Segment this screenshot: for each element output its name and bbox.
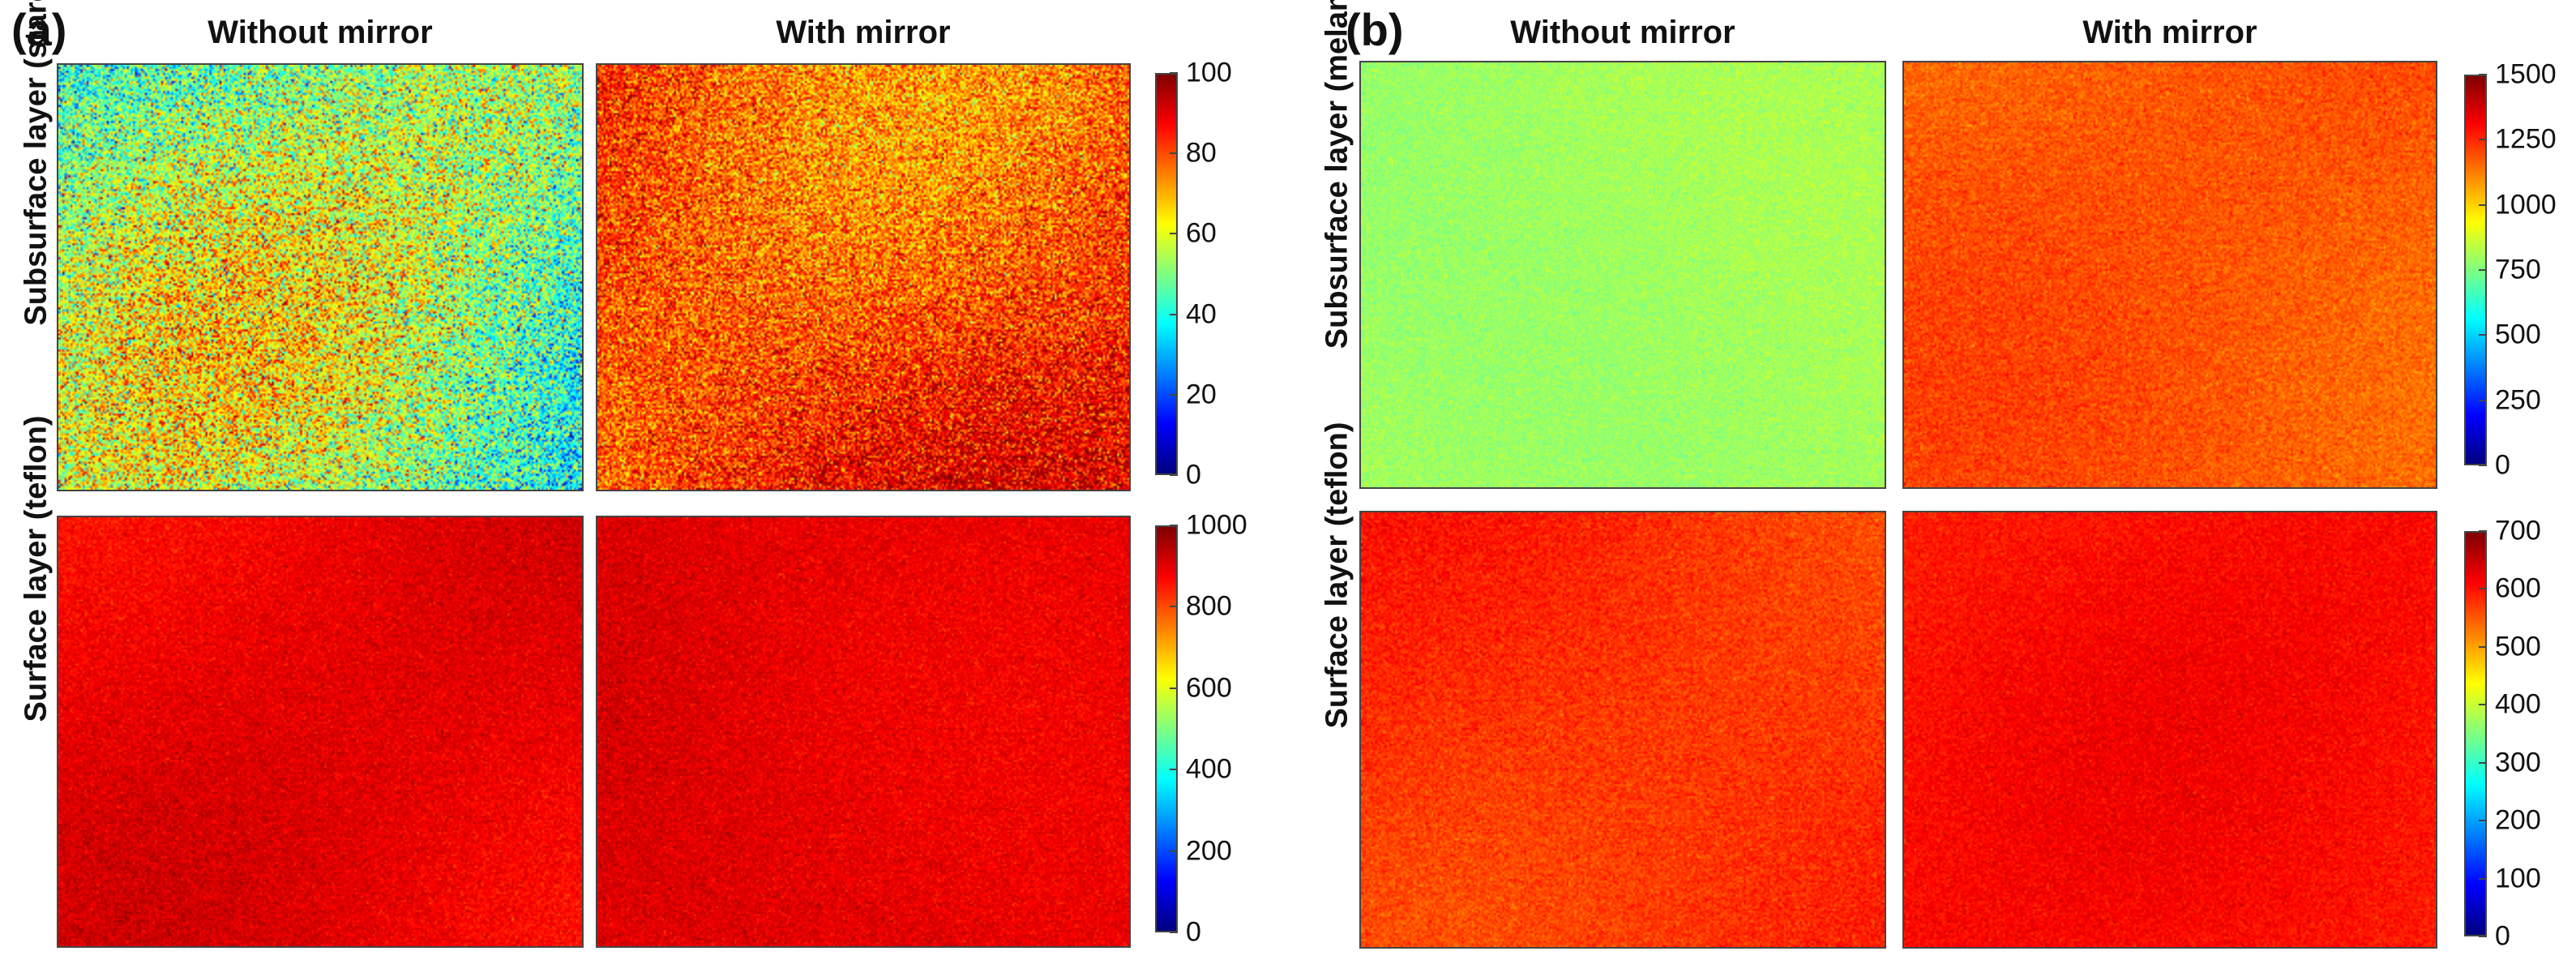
heatmap-a-surface-without-canvas [58,517,582,946]
colorbar-tick-mark [1170,769,1178,771]
colorbar-tick-label: 0 [1186,459,1201,491]
colorbar-tick-mark [2479,74,2487,75]
panel-a-col-title-with: With mirror [776,15,951,50]
colorbar-tick-label: 700 [2495,515,2541,546]
heatmap-a-subsurface-without-canvas [58,65,582,490]
colorbar-tick-mark [1170,474,1178,476]
colorbar-tick-mark [2479,399,2487,401]
colorbar-tick-label: 600 [2495,572,2541,604]
heatmap-b-subsurface-with-canvas [1904,62,2436,487]
panel-b-letter: (b) [1346,4,1404,55]
colorbar-tick-label: 200 [1186,835,1232,867]
colorbar-tick-mark [1170,850,1178,852]
colorbar-tick-mark [1170,525,1178,526]
panel-a-letter: (a) [11,4,67,55]
panel-b-row-label-subsurface: Subsurface layer (melamine) [1320,0,1354,349]
heatmap-a-surface-with [596,516,1131,948]
colorbar-tick-mark [2479,877,2487,880]
colorbar-tick-mark [2479,530,2487,532]
colorbar-tick-label: 500 [2495,319,2541,350]
colorbar-b-surface [2464,531,2487,936]
heatmap-a-surface-without [57,516,584,948]
heatmap-b-surface-without [1359,511,1886,949]
colorbar-tick-mark [1170,72,1178,74]
panel-a-row-label-subsurface: Subsurface layer (starch) [19,0,53,326]
colorbar-tick-label: 0 [2495,449,2510,481]
colorbar-tick-mark [1170,393,1178,396]
colorbar-tick-mark [2479,704,2487,706]
colorbar-tick-mark [2479,269,2487,271]
colorbar-tick-label: 300 [2495,747,2541,778]
heatmap-a-surface-with-canvas [597,517,1129,946]
colorbar-tick-mark [2479,334,2487,336]
colorbar-tick-label: 80 [1186,137,1217,169]
heatmap-b-surface-without-canvas [1361,512,1885,947]
colorbar-tick-mark [2479,645,2487,648]
colorbar-tick-mark [1170,687,1178,689]
colorbar-tick-label: 100 [2495,863,2541,894]
colorbar-tick-label: 20 [1186,379,1217,410]
panel-b-col-title-without: Without mirror [1510,15,1735,50]
heatmap-b-subsurface-with [1902,61,2437,489]
colorbar-tick-label: 40 [1186,298,1217,330]
colorbar-tick-label: 1500 [2495,58,2557,90]
colorbar-tick-mark [2479,761,2487,764]
colorbar-tick-mark [2479,936,2487,937]
heatmap-a-subsurface-with [596,63,1131,491]
colorbar-tick-mark [2479,820,2487,822]
panel-a-row-label-surface: Surface layer (teflon) [19,415,53,722]
colorbar-a-surface [1155,525,1178,932]
colorbar-tick-mark [1170,932,1178,933]
panel-b-col-title-with: With mirror [2082,15,2257,50]
colorbar-tick-mark [2479,204,2487,206]
colorbar-tick-label: 500 [2495,631,2541,662]
colorbar-tick-mark [1170,233,1178,235]
heatmap-a-subsurface-without [57,63,584,491]
colorbar-tick-label: 600 [1186,672,1232,704]
colorbar-tick-mark [2479,465,2487,466]
colorbar-tick-label: 1000 [2495,189,2557,221]
panel-a-col-title-without: Without mirror [208,15,433,50]
colorbar-tick-mark [2479,139,2487,141]
heatmap-b-subsurface-without-canvas [1361,62,1885,487]
colorbar-tick-label: 250 [2495,384,2541,416]
colorbar-tick-label: 750 [2495,254,2541,285]
colorbar-tick-mark [1170,313,1178,315]
colorbar-tick-label: 1250 [2495,123,2557,155]
colorbar-tick-label: 60 [1186,217,1217,249]
colorbar-tick-label: 400 [1186,753,1232,785]
colorbar-tick-label: 100 [1186,57,1232,88]
colorbar-tick-label: 400 [2495,688,2541,720]
colorbar-tick-label: 800 [1186,590,1232,622]
heatmap-b-surface-with [1902,511,2437,949]
colorbar-tick-mark [1170,606,1178,608]
heatmap-a-subsurface-with-canvas [597,65,1129,490]
panel-b-row-label-surface: Surface layer (teflon) [1320,422,1354,729]
colorbar-tick-mark [2479,588,2487,590]
colorbar-a-subsurface [1155,73,1178,475]
colorbar-tick-mark [1170,152,1178,155]
heatmap-b-surface-with-canvas [1904,512,2436,947]
heatmap-b-subsurface-without [1359,61,1886,489]
colorbar-tick-label: 0 [1186,916,1201,948]
colorbar-tick-label: 0 [2495,920,2510,952]
colorbar-tick-label: 200 [2495,804,2541,836]
colorbar-tick-label: 1000 [1186,509,1247,541]
